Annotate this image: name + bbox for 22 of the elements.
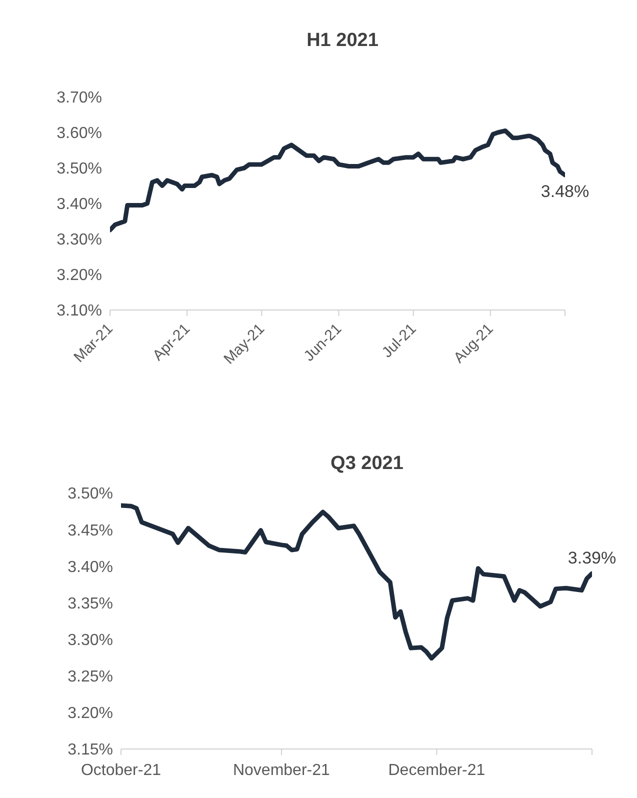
y-tick-label: 3.40% bbox=[68, 558, 113, 576]
chart-title: H1 2021 bbox=[306, 30, 380, 52]
x-tick-label: October-21 bbox=[80, 762, 162, 779]
y-tick-label: 3.35% bbox=[68, 595, 113, 612]
chart-title: Q3 2021 bbox=[330, 453, 404, 475]
y-tick-label: 3.60% bbox=[56, 125, 102, 142]
y-tick-label: 3.30% bbox=[68, 632, 113, 649]
annotation: 3.48% bbox=[540, 182, 590, 202]
y-tick-label: 3.25% bbox=[68, 668, 113, 686]
y-tick-label: 3.30% bbox=[56, 232, 102, 249]
y-tick-label: 3.40% bbox=[56, 196, 102, 214]
y-tick-label: 3.70% bbox=[56, 90, 102, 107]
x-tick-label: December-21 bbox=[388, 762, 486, 779]
y-tick-label: 3.20% bbox=[68, 705, 113, 722]
y-tick-label: 3.15% bbox=[68, 742, 113, 759]
y-tick-label: 3.20% bbox=[56, 267, 102, 284]
annotation: 3.39% bbox=[568, 548, 616, 568]
y-tick-label: 3.50% bbox=[68, 486, 113, 503]
y-tick-label: 3.50% bbox=[56, 160, 102, 178]
x-tick-label: November-21 bbox=[232, 762, 330, 779]
y-tick-label: 3.10% bbox=[56, 302, 102, 320]
y-tick-label: 3.45% bbox=[68, 522, 113, 540]
